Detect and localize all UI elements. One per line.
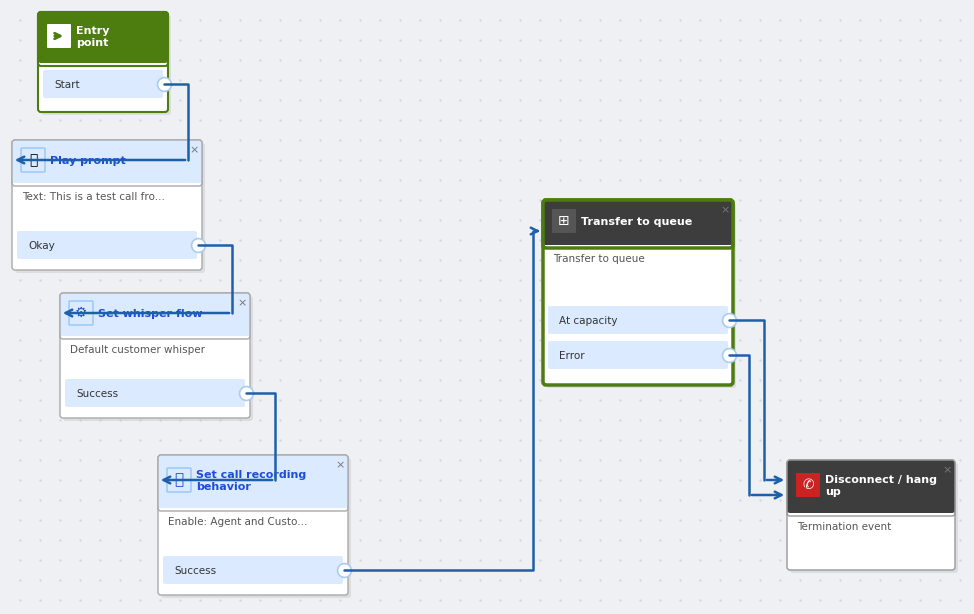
Text: ⚙: ⚙ (75, 306, 88, 320)
FancyBboxPatch shape (38, 12, 168, 63)
FancyBboxPatch shape (12, 140, 202, 270)
Text: ×: × (238, 298, 246, 308)
FancyBboxPatch shape (552, 209, 576, 233)
Bar (161, 483, 345, 508)
FancyBboxPatch shape (167, 468, 191, 492)
Text: 🔊: 🔊 (29, 153, 37, 167)
FancyBboxPatch shape (163, 556, 343, 584)
FancyBboxPatch shape (543, 200, 733, 385)
Text: 〰: 〰 (174, 473, 183, 488)
Text: Text: This is a test call fro...: Text: This is a test call fro... (22, 192, 165, 202)
Text: Default customer whisper: Default customer whisper (70, 345, 205, 355)
Text: Enable: Agent and Custo...: Enable: Agent and Custo... (168, 517, 308, 527)
FancyBboxPatch shape (787, 460, 955, 570)
Text: Success: Success (76, 389, 118, 399)
Text: Transfer to queue: Transfer to queue (553, 254, 645, 264)
FancyBboxPatch shape (548, 341, 728, 369)
FancyBboxPatch shape (796, 473, 820, 497)
FancyBboxPatch shape (790, 463, 958, 573)
Text: Okay: Okay (28, 241, 55, 251)
FancyBboxPatch shape (158, 455, 348, 508)
FancyBboxPatch shape (60, 293, 250, 418)
FancyBboxPatch shape (158, 455, 348, 595)
Text: Set whisper flow: Set whisper flow (98, 309, 203, 319)
Bar (63, 316, 247, 336)
Text: Play prompt: Play prompt (50, 156, 126, 166)
Text: Termination event: Termination event (797, 522, 891, 532)
Bar (546, 224, 730, 245)
Bar (790, 488, 952, 513)
Bar (41, 39, 165, 63)
FancyBboxPatch shape (15, 143, 205, 273)
FancyBboxPatch shape (65, 379, 245, 407)
Text: ×: × (721, 205, 730, 215)
FancyBboxPatch shape (41, 15, 171, 115)
FancyBboxPatch shape (60, 293, 250, 336)
FancyBboxPatch shape (161, 458, 351, 598)
FancyBboxPatch shape (546, 203, 736, 388)
FancyBboxPatch shape (21, 148, 45, 172)
FancyBboxPatch shape (787, 460, 955, 513)
Text: Transfer to queue: Transfer to queue (581, 217, 693, 227)
Text: ×: × (189, 145, 199, 155)
FancyBboxPatch shape (38, 12, 168, 112)
Text: Set call recording
behavior: Set call recording behavior (196, 470, 306, 492)
FancyBboxPatch shape (69, 301, 93, 325)
FancyBboxPatch shape (47, 24, 71, 48)
FancyBboxPatch shape (543, 200, 733, 245)
Text: ⊞: ⊞ (558, 214, 570, 228)
Text: ×: × (335, 460, 345, 470)
Bar (15, 163, 199, 183)
FancyBboxPatch shape (12, 140, 202, 183)
FancyBboxPatch shape (17, 231, 197, 259)
Text: Error: Error (559, 351, 584, 361)
Text: Disconnect / hang
up: Disconnect / hang up (825, 475, 937, 497)
FancyBboxPatch shape (63, 296, 253, 421)
Text: At capacity: At capacity (559, 316, 618, 326)
FancyBboxPatch shape (43, 70, 163, 98)
Text: Start: Start (54, 80, 80, 90)
Text: ✆: ✆ (803, 478, 814, 492)
FancyBboxPatch shape (548, 306, 728, 334)
Text: ×: × (942, 465, 952, 475)
Text: Entry
point: Entry point (76, 26, 109, 49)
Text: Success: Success (174, 566, 216, 576)
